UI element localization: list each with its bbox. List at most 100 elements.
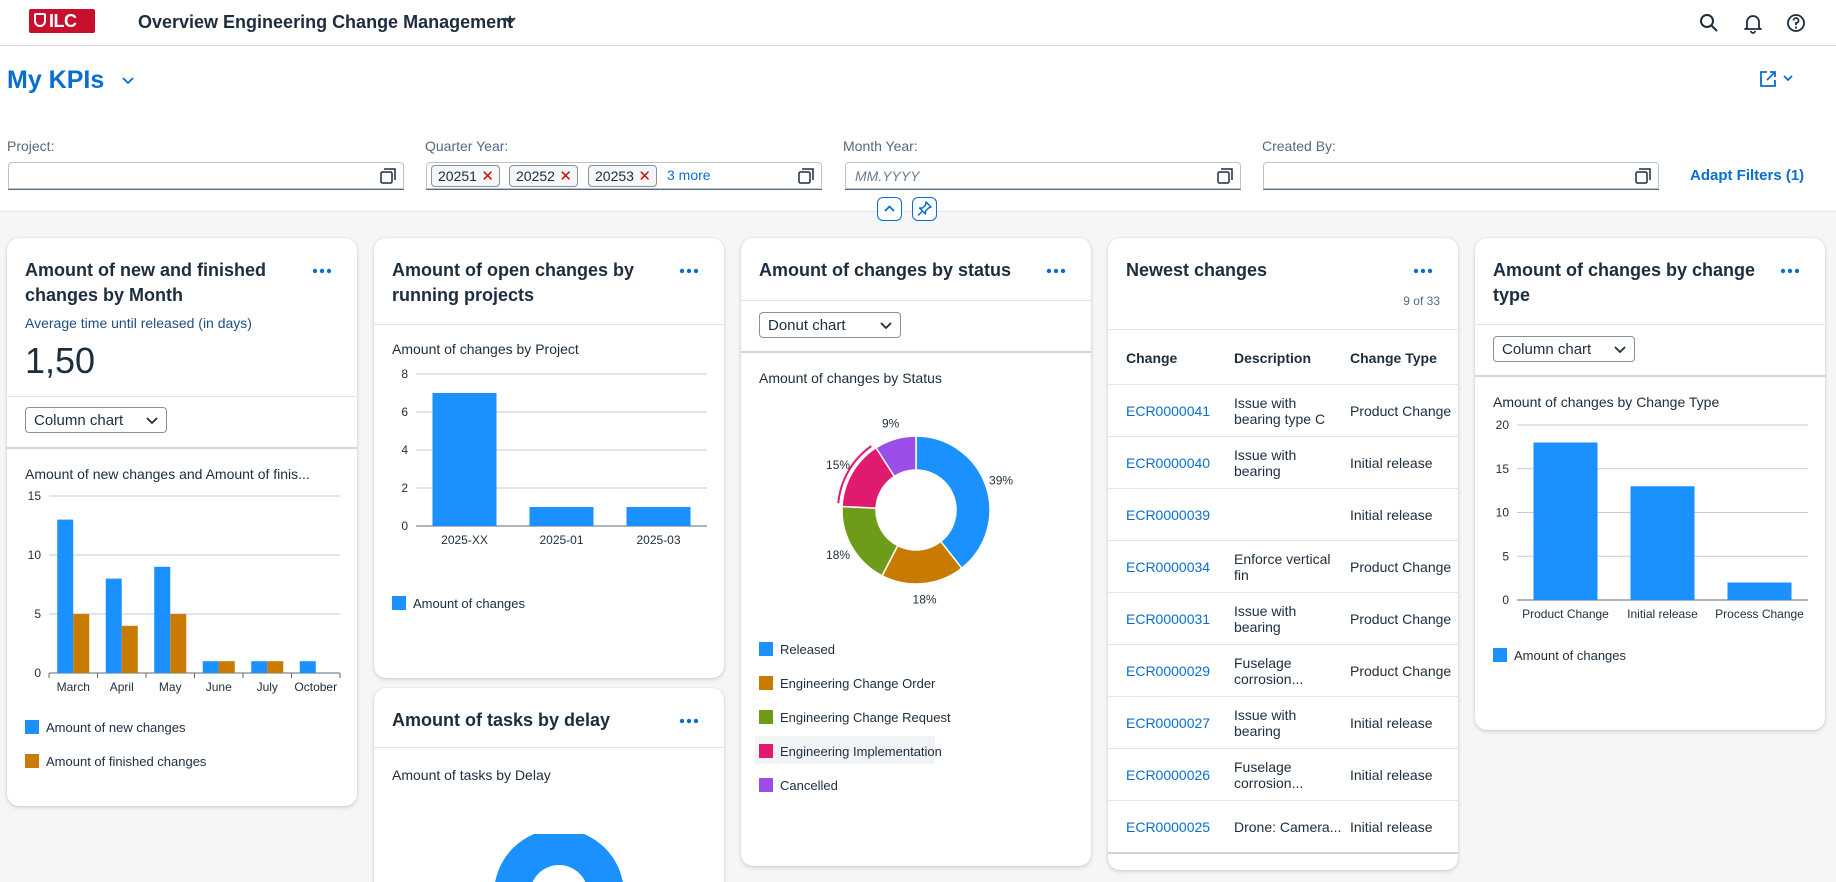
cell-change-link[interactable]: ECR0000040 bbox=[1126, 455, 1211, 471]
table-row[interactable]: ECR0000040 Issue with bearing Initial rele… bbox=[1108, 436, 1458, 488]
table-end-line bbox=[1108, 852, 1458, 854]
chevron-up-icon bbox=[884, 205, 895, 212]
more-tokens-link[interactable]: 3 more bbox=[667, 167, 711, 183]
table-row[interactable]: ECR0000039 Initial release bbox=[1108, 488, 1458, 540]
collapse-header-button[interactable] bbox=[877, 197, 902, 221]
created-by-input[interactable] bbox=[1263, 162, 1659, 190]
bar[interactable] bbox=[1533, 442, 1598, 601]
row-count: 9 of 33 bbox=[1403, 294, 1440, 308]
value-help-icon[interactable] bbox=[798, 168, 814, 184]
chart-tasks-by-delay bbox=[494, 834, 624, 882]
cell-change-link[interactable]: ECR0000029 bbox=[1126, 663, 1211, 679]
card-title[interactable]: Amount of new and finished changes by Mon… bbox=[25, 260, 266, 305]
value-help-icon[interactable] bbox=[380, 168, 396, 184]
more-options-icon[interactable] bbox=[677, 264, 701, 278]
cell-change-link[interactable]: ECR0000026 bbox=[1126, 767, 1211, 783]
bar[interactable] bbox=[218, 661, 235, 673]
x-tick-label: Product Change bbox=[1522, 607, 1609, 621]
cell-change-link[interactable]: ECR0000041 bbox=[1126, 403, 1211, 419]
bar[interactable] bbox=[251, 661, 268, 673]
token-20251[interactable]: 20251 ✕ bbox=[431, 165, 500, 187]
search-icon[interactable] bbox=[1698, 12, 1720, 34]
chart-title: Amount of tasks by Delay bbox=[392, 767, 551, 783]
chart-title: Amount of changes by Status bbox=[759, 370, 942, 386]
share-icon[interactable] bbox=[1757, 68, 1797, 90]
company-logo[interactable]: ILC bbox=[29, 9, 95, 33]
bar[interactable] bbox=[121, 625, 138, 673]
card-title[interactable]: Amount of tasks by delay bbox=[392, 710, 611, 730]
bar[interactable] bbox=[1727, 582, 1792, 601]
variant-title[interactable]: My KPIs bbox=[7, 66, 105, 94]
cell-change-link[interactable]: ECR0000031 bbox=[1126, 611, 1211, 627]
cell-change-link[interactable]: ECR0000039 bbox=[1126, 507, 1211, 523]
token-20253[interactable]: 20253 ✕ bbox=[588, 165, 657, 187]
bar[interactable] bbox=[299, 661, 316, 673]
column-header-description[interactable]: Description bbox=[1234, 350, 1312, 366]
remove-token-icon[interactable]: ✕ bbox=[481, 168, 494, 185]
cell-change-link[interactable]: ECR0000027 bbox=[1126, 715, 1211, 731]
more-options-icon[interactable] bbox=[677, 714, 701, 728]
pin-header-button[interactable] bbox=[912, 197, 937, 221]
chart-changes-by-type: 0 5 10 15 20 Product Change Initial release Pro… bbox=[1496, 418, 1808, 621]
card-title[interactable]: Amount of changes by change type bbox=[1493, 260, 1756, 305]
chevron-down-icon[interactable] bbox=[503, 14, 517, 28]
value-help-icon[interactable] bbox=[1217, 168, 1233, 184]
app-title[interactable]: Overview Engineering Change Management bbox=[138, 12, 514, 32]
donut-slice[interactable] bbox=[915, 435, 991, 570]
table-row[interactable]: ECR0000029 Fuselage corrosion... Product C… bbox=[1108, 644, 1458, 696]
donut-slice[interactable] bbox=[874, 435, 917, 478]
variant-chevron-down-icon[interactable] bbox=[121, 74, 135, 88]
bar[interactable] bbox=[529, 507, 594, 526]
chart-type-select[interactable]: Donut chart bbox=[759, 312, 901, 338]
chart-type-select[interactable]: Column chart bbox=[1493, 336, 1635, 362]
column-header-change[interactable]: Change bbox=[1126, 350, 1178, 366]
legend-label: Engineering Change Order bbox=[780, 676, 936, 691]
chart-type-select[interactable]: Column chart bbox=[25, 407, 167, 433]
remove-token-icon[interactable]: ✕ bbox=[559, 168, 572, 185]
legend-swatch bbox=[759, 778, 773, 792]
adapt-filters-button[interactable]: Adapt Filters (1) bbox=[1690, 167, 1805, 184]
bar[interactable] bbox=[626, 507, 691, 526]
quarter-year-input[interactable]: 20251 ✕ 20252 ✕ 20253 ✕ 3 more bbox=[426, 162, 822, 190]
bar[interactable] bbox=[105, 578, 122, 673]
legend-swatch bbox=[25, 754, 39, 768]
card-title[interactable]: Amount of changes by status bbox=[759, 260, 1012, 280]
token-20252[interactable]: 20252 ✕ bbox=[509, 165, 578, 187]
donut-slice[interactable] bbox=[494, 834, 624, 882]
legend-label: Amount of finished changes bbox=[46, 754, 207, 769]
table-row[interactable]: ECR0000025 Drone: Camera... Initial releas… bbox=[1108, 800, 1458, 852]
more-options-icon[interactable] bbox=[1044, 264, 1068, 278]
bar[interactable] bbox=[154, 566, 171, 673]
legend-label: Cancelled bbox=[780, 778, 838, 793]
card-title[interactable]: Newest changes bbox=[1126, 260, 1268, 280]
cell-change-link[interactable]: ECR0000025 bbox=[1126, 819, 1211, 835]
bar[interactable] bbox=[432, 393, 497, 526]
table-row[interactable]: ECR0000026 Fuselage corrosion... Initial r… bbox=[1108, 748, 1458, 800]
table-row[interactable]: ECR0000034 Enforce vertical fin Product Ch… bbox=[1108, 540, 1458, 592]
project-input[interactable] bbox=[8, 162, 404, 190]
table-row[interactable]: ECR0000031 Issue with bearing Product Chan… bbox=[1108, 592, 1458, 644]
card-title[interactable]: Amount of open changes by running project… bbox=[392, 260, 635, 305]
remove-token-icon[interactable]: ✕ bbox=[638, 168, 651, 185]
x-tick-label: 2025-XX bbox=[441, 533, 488, 546]
column-header-change-type[interactable]: Change Type bbox=[1350, 350, 1437, 366]
month-year-input[interactable]: MM.YYYY bbox=[845, 162, 1241, 190]
table-row[interactable]: ECR0000027 Issue with bearing Initial rele… bbox=[1108, 696, 1458, 748]
value-help-icon[interactable] bbox=[1635, 168, 1651, 184]
table-row[interactable]: ECR0000041 Issue with bearing type C Produ… bbox=[1108, 384, 1458, 436]
cell-change-link[interactable]: ECR0000034 bbox=[1126, 559, 1211, 575]
x-tick-label: 2025-03 bbox=[636, 533, 680, 546]
bar[interactable] bbox=[267, 661, 284, 673]
more-options-icon[interactable] bbox=[1411, 264, 1435, 278]
bell-icon[interactable] bbox=[1742, 12, 1764, 34]
more-options-icon[interactable] bbox=[310, 264, 334, 278]
bar[interactable] bbox=[73, 614, 90, 673]
legend-swatch bbox=[1493, 648, 1507, 662]
more-options-icon[interactable] bbox=[1778, 264, 1802, 278]
filter-header: My KPIs Project: Quarter Year: 20251 ✕ 20… bbox=[0, 46, 1836, 212]
bar[interactable] bbox=[57, 519, 74, 673]
bar[interactable] bbox=[202, 661, 219, 673]
help-icon[interactable] bbox=[1785, 12, 1807, 34]
bar[interactable] bbox=[1630, 486, 1695, 600]
bar[interactable] bbox=[170, 614, 187, 673]
